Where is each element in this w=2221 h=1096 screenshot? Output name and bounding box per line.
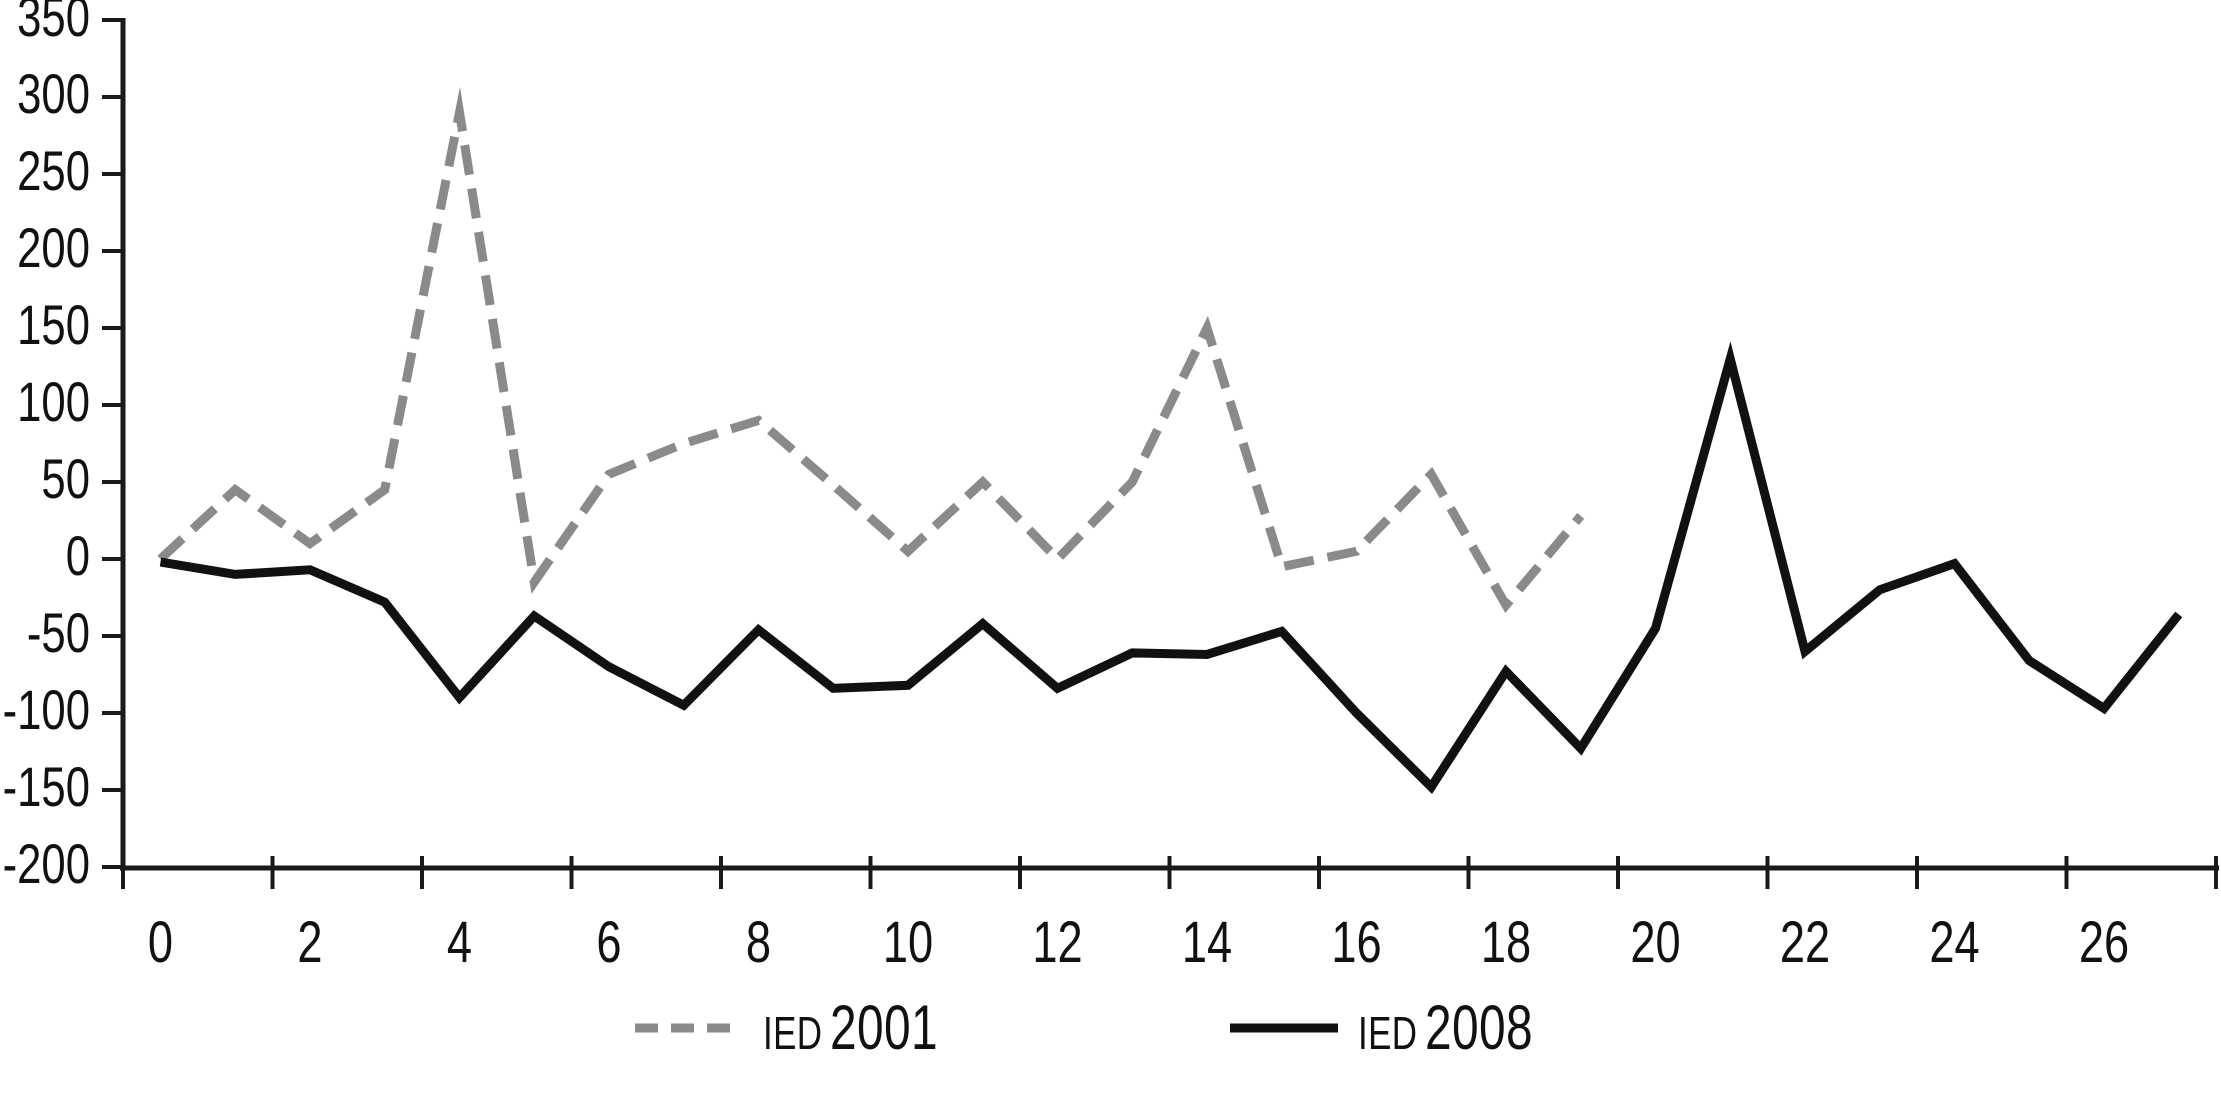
series-line-ied-2001: [157, 86, 1585, 614]
x-axis-tick-label: 18: [1481, 911, 1531, 976]
y-axis-tick-label: -50: [27, 602, 90, 664]
chart-legend: IED 2001 IED 2008: [0, 992, 2221, 1064]
legend-label-abbr: IED: [1358, 1007, 1418, 1059]
x-axis-tick-label: 10: [883, 911, 933, 976]
x-axis-tick-label: 24: [1929, 911, 1979, 976]
dashed-line-sample-icon: [634, 1023, 743, 1033]
x-axis-tick-label: 20: [1630, 911, 1680, 976]
y-axis-tick-label: -200: [3, 833, 90, 895]
x-axis-tick-label: 12: [1032, 911, 1082, 976]
y-axis-tick-label: 0: [66, 525, 90, 587]
legend-label-year: 2008: [1425, 993, 1534, 1063]
y-axis-tick-label: 350: [17, 0, 90, 48]
x-axis-tick-label: 0: [148, 911, 173, 976]
solid-line-sample-icon: [1230, 1023, 1338, 1033]
y-axis-tick-label: -150: [3, 756, 90, 818]
y-axis-tick-label: -100: [3, 679, 90, 741]
x-axis-tick-label: 26: [2079, 911, 2129, 976]
y-axis-tick-label: 200: [17, 217, 90, 279]
x-axis-tick-label: 4: [447, 911, 472, 976]
y-axis-tick-label: 100: [17, 371, 90, 433]
x-axis-tick-label: 8: [746, 911, 771, 976]
x-axis-tick-label: 16: [1331, 911, 1381, 976]
legend-label-year: 2001: [829, 993, 938, 1063]
legend-item-ied-2001: IED 2001: [633, 992, 993, 1064]
y-axis-tick-label: 50: [41, 448, 90, 510]
x-axis-tick-label: 22: [1780, 911, 1830, 976]
x-axis-tick-label: 14: [1182, 911, 1232, 976]
series-line-ied-2008: [159, 341, 2183, 795]
y-axis-tick-label: 300: [17, 63, 90, 125]
y-axis-tick-label: 250: [17, 140, 90, 202]
legend-label-ied-2008: IED 2008: [1358, 992, 1533, 1064]
legend-label-ied-2001: IED 2001: [763, 992, 938, 1064]
legend-label-abbr: IED: [762, 1007, 823, 1059]
x-axis-tick-label: 6: [596, 911, 621, 976]
legend-item-ied-2008: IED 2008: [1228, 992, 1588, 1064]
y-axis-tick-label: 150: [17, 294, 90, 356]
x-axis-tick-label: 2: [297, 911, 322, 976]
